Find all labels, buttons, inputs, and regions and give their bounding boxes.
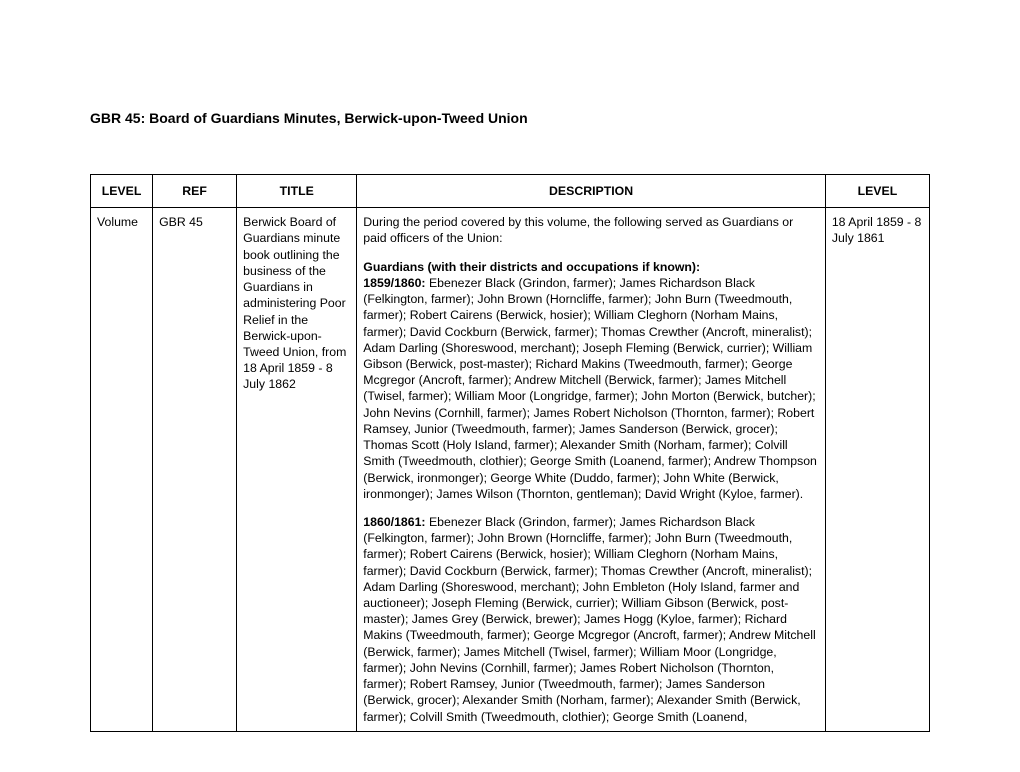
- cell-level: Volume: [91, 208, 153, 732]
- description-block-2: 1860/1861: Ebenezer Black (Grindon, farm…: [363, 514, 819, 725]
- description-block-1: Guardians (with their districts and occu…: [363, 259, 819, 502]
- col-header-level: LEVEL: [91, 175, 153, 208]
- document-page: GBR 45: Board of Guardians Minutes, Berw…: [0, 0, 1020, 772]
- year-text-1: Ebenezer Black (Grindon, farmer); James …: [363, 276, 817, 501]
- year-label-1: 1859/1860:: [363, 276, 425, 290]
- cell-description: During the period covered by this volume…: [357, 208, 826, 732]
- cell-title: Berwick Board of Guardians minute book o…: [237, 208, 357, 732]
- col-header-ref: REF: [153, 175, 237, 208]
- cell-ref: GBR 45: [153, 208, 237, 732]
- description-intro: During the period covered by this volume…: [363, 214, 819, 246]
- col-header-covering-dates: LEVEL: [825, 175, 929, 208]
- cell-covering-dates: 18 April 1859 - 8 July 1861: [825, 208, 929, 732]
- catalogue-table: LEVEL REF TITLE DESCRIPTION LEVEL Volume…: [90, 174, 930, 732]
- page-title: GBR 45: Board of Guardians Minutes, Berw…: [90, 110, 930, 126]
- col-header-description: DESCRIPTION: [357, 175, 826, 208]
- table-row: Volume GBR 45 Berwick Board of Guardians…: [91, 208, 930, 732]
- col-header-title: TITLE: [237, 175, 357, 208]
- year-text-2: Ebenezer Black (Grindon, farmer); James …: [363, 515, 815, 724]
- table-header-row: LEVEL REF TITLE DESCRIPTION LEVEL: [91, 175, 930, 208]
- year-label-2: 1860/1861:: [363, 515, 425, 529]
- description-subheading: Guardians (with their districts and occu…: [363, 260, 700, 274]
